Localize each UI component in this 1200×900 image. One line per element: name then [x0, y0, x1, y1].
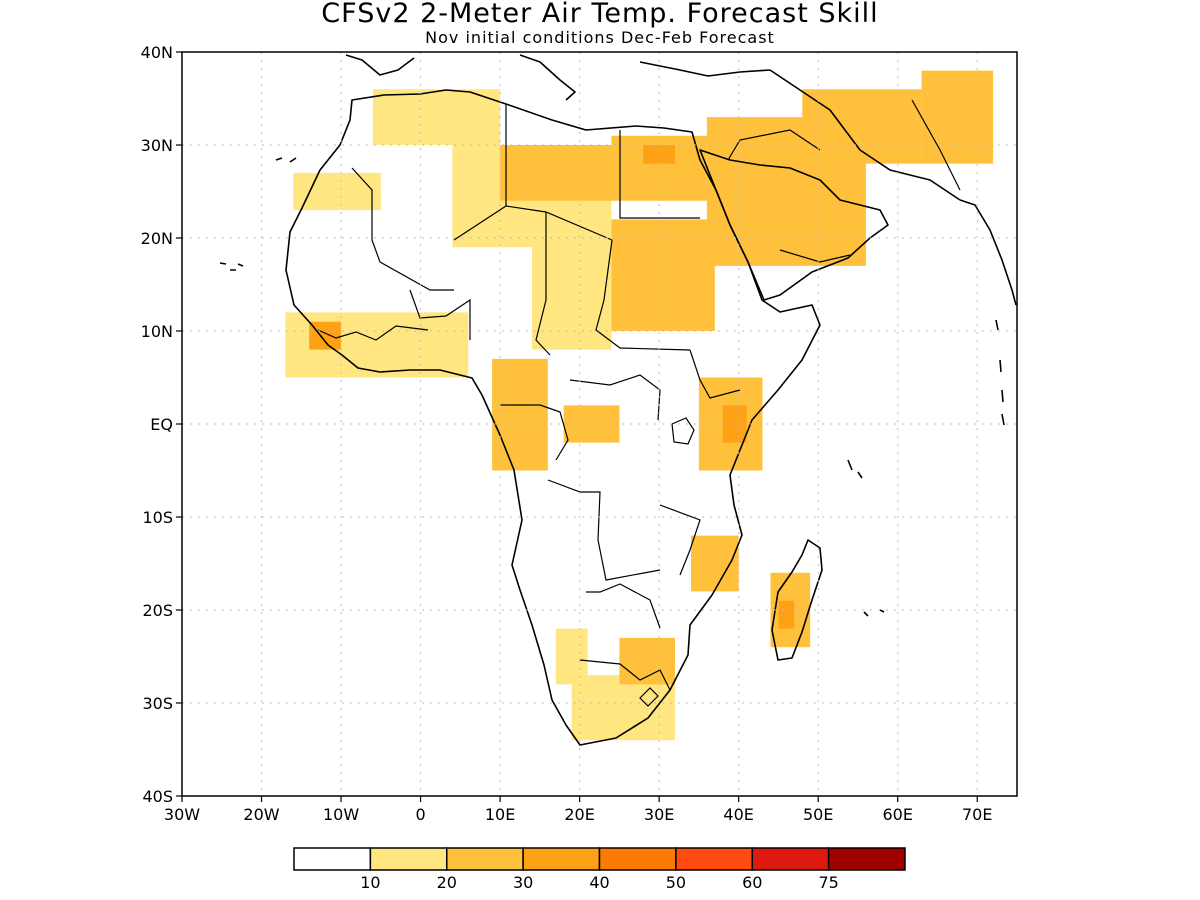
- skill-region: [492, 358, 548, 471]
- skill-region: [691, 535, 739, 592]
- colorbar-swatch: [827, 847, 906, 871]
- lat-tick-label: 10S: [142, 508, 173, 527]
- colorbar-legend: 10 20 30 40 50 60 75: [293, 847, 906, 892]
- border-line: [409, 289, 471, 340]
- border-line: [579, 659, 671, 691]
- skill-region: [778, 600, 795, 629]
- colorbar-swatch: [522, 847, 601, 871]
- lon-tick-label: 20W: [243, 805, 279, 824]
- border-line: [569, 374, 661, 421]
- lat-tick-label: 20S: [142, 601, 173, 620]
- iberia-coastline: [345, 54, 415, 76]
- colorbar-label: 30: [513, 873, 533, 892]
- colorbar-label: 20: [437, 873, 457, 892]
- lon-tick-label: 30W: [164, 805, 200, 824]
- border-line: [535, 212, 551, 356]
- skill-region: [555, 628, 588, 685]
- skill-region: [619, 637, 675, 685]
- lat-tick-label: 40N: [141, 43, 173, 62]
- mauritius-islands: [863, 609, 885, 617]
- lesotho-border: [639, 687, 659, 707]
- border-line: [595, 239, 691, 351]
- colorbar-label: 75: [818, 873, 838, 892]
- lon-tick-label: 0: [415, 805, 425, 824]
- map-subtitle: Nov initial conditions Dec-Feb Forecast: [425, 28, 775, 47]
- skill-shading-layer: [285, 70, 994, 741]
- latitude-axis: 40N 30N 20N 10N EQ 10S 20S 30S 40S: [141, 43, 182, 806]
- skill-region: [802, 89, 922, 164]
- map-title: CFSv2 2-Meter Air Temp. Forecast Skill: [321, 0, 879, 29]
- colorbar-label: 60: [742, 873, 762, 892]
- arabia-coastline: [699, 149, 889, 301]
- lon-tick-label: 10E: [485, 805, 515, 824]
- lon-tick-label: 30E: [644, 805, 674, 824]
- italy-coastline: [519, 54, 576, 101]
- skill-region: [293, 172, 381, 211]
- gridlines-layer: [182, 52, 1017, 796]
- lake-victoria: [671, 417, 695, 445]
- lat-tick-label: 40S: [142, 787, 173, 806]
- border-line: [453, 205, 613, 241]
- canary-islands: [219, 262, 244, 271]
- lat-tick-label: 20N: [141, 229, 173, 248]
- colorbar-label: 10: [360, 873, 380, 892]
- lat-tick-label: 30N: [141, 136, 173, 155]
- lon-tick-label: 10W: [323, 805, 359, 824]
- skill-region: [531, 247, 612, 350]
- border-line: [911, 99, 961, 191]
- india-coastline: [959, 199, 1017, 306]
- border-line: [619, 130, 700, 219]
- border-line: [689, 349, 741, 399]
- skill-region: [571, 675, 675, 741]
- seychelles-islands: [847, 459, 863, 479]
- border-line: [547, 479, 661, 581]
- anatolia-coastline: [639, 61, 771, 77]
- skill-region: [500, 145, 612, 201]
- border-line: [586, 583, 661, 629]
- lat-tick-label: EQ: [150, 415, 173, 434]
- africa-coastline: [285, 89, 821, 746]
- skill-region: [921, 70, 994, 164]
- lon-tick-label: 50E: [803, 805, 833, 824]
- border-line: [500, 404, 569, 461]
- border-line: [351, 167, 454, 291]
- lat-tick-label: 10N: [141, 322, 173, 341]
- skill-region: [643, 145, 675, 164]
- border-line: [659, 504, 701, 576]
- lon-tick-label: 60E: [882, 805, 912, 824]
- skill-region: [372, 89, 501, 145]
- skill-region: [309, 321, 341, 350]
- colorbar-swatch: [751, 847, 830, 871]
- country-borders-layer: [317, 99, 961, 707]
- lon-tick-label: 40E: [723, 805, 753, 824]
- colorbar-swatch: [369, 847, 448, 871]
- border-line: [779, 249, 851, 263]
- maldives-islands: [995, 319, 1005, 426]
- skill-region: [611, 219, 715, 331]
- skill-region: [611, 135, 707, 201]
- coastline-layer: [219, 54, 1017, 746]
- colorbar-swatch: [293, 847, 372, 871]
- lon-tick-label: 20E: [564, 805, 594, 824]
- lat-tick-label: 30S: [142, 694, 173, 713]
- madagascar-coastline: [771, 539, 823, 661]
- longitude-axis: 30W 20W 10W 0 10E 20E 30E 40E 50E 60E 70E: [164, 796, 992, 824]
- colorbar-label: 40: [589, 873, 609, 892]
- colorbar-swatch: [675, 847, 753, 871]
- colorbar-label: 50: [666, 873, 686, 892]
- lon-tick-label: 70E: [962, 805, 992, 824]
- colorbar-swatch: [598, 847, 677, 871]
- border-line: [727, 129, 821, 161]
- cape-verde-islands: [275, 157, 297, 163]
- border-line: [317, 325, 429, 341]
- iran-coastline: [769, 69, 961, 201]
- colorbar-swatch: [446, 847, 524, 871]
